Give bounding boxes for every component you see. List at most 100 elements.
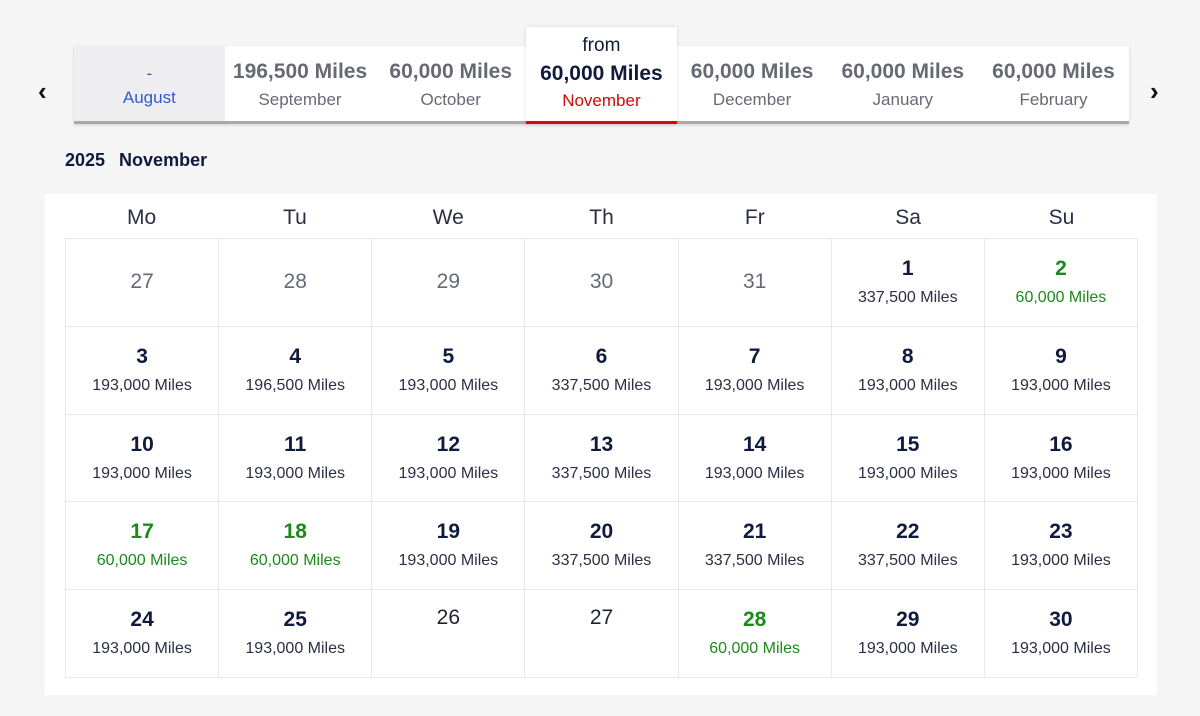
calendar-day[interactable]: 14 193,000 Miles xyxy=(678,414,832,503)
calendar-week: 27 28 29 30 31 1 337,500 Miles 2 60,000 Miles xyxy=(66,239,1138,327)
calendar-day[interactable]: 12 193,000 Miles xyxy=(372,414,526,503)
weekday-label: Fr xyxy=(744,206,765,229)
calendar-day[interactable]: 29 193,000 Miles xyxy=(831,590,985,678)
calendar-day[interactable]: 16 193,000 Miles xyxy=(984,414,1138,503)
day-price: 193,000 Miles xyxy=(704,376,805,394)
day-number: 29 xyxy=(436,270,461,293)
weekday-label: Th xyxy=(589,206,614,229)
month-price: 60,000 Miles xyxy=(992,60,1115,83)
day-number: 30 xyxy=(1049,608,1073,632)
calendar-day[interactable]: 30 xyxy=(525,239,679,327)
calendar-day[interactable]: 30 193,000 Miles xyxy=(984,590,1138,678)
day-number: 19 xyxy=(436,520,461,544)
day-number: 9 xyxy=(1055,344,1067,368)
calendar-day[interactable]: 8 193,000 Miles xyxy=(831,326,985,415)
day-number: 13 xyxy=(589,432,614,456)
calendar-day[interactable]: 1 337,500 Miles xyxy=(831,239,985,327)
calendar-day[interactable]: 3 193,000 Miles xyxy=(66,326,220,415)
prev-month-button[interactable]: ‹ xyxy=(38,78,47,104)
month-name: December xyxy=(712,90,792,109)
calendar-day[interactable]: 19 193,000 Miles xyxy=(372,502,526,591)
calendar-day[interactable]: 22 337,500 Miles xyxy=(831,502,985,591)
calendar-day[interactable]: 21 337,500 Miles xyxy=(678,502,832,591)
day-price: 193,000 Miles xyxy=(398,552,499,570)
calendar-week: 24 193,000 Miles 25 193,000 Miles 26 27 28 60,0… xyxy=(66,590,1138,678)
day-price: 193,000 Miles xyxy=(1011,376,1111,394)
calendar-day[interactable]: 29 xyxy=(372,239,526,327)
day-price: 196,500 Miles xyxy=(245,376,346,394)
weekday-header: Mo Tu We Th Fr Sa Su xyxy=(65,206,1138,230)
month-price: - xyxy=(146,64,153,83)
chevron-right-icon: › xyxy=(1150,76,1159,106)
day-number: 30 xyxy=(589,270,614,293)
day-number: 12 xyxy=(436,432,461,456)
day-price: 60,000 Miles xyxy=(1015,289,1107,306)
day-price: 193,000 Miles xyxy=(92,464,192,482)
calendar-week: 3 193,000 Miles 4 196,500 Miles 5 193,000 Mil… xyxy=(66,326,1138,415)
calendar-day[interactable]: 26 xyxy=(372,590,526,678)
calendar-day[interactable]: 28 xyxy=(219,239,373,327)
calendar-day[interactable]: 18 60,000 Miles xyxy=(219,502,373,591)
month-tab-august[interactable]: - August xyxy=(74,46,225,121)
day-number: 28 xyxy=(742,608,767,632)
month-tab-september[interactable]: 196,500 Miles September xyxy=(225,46,376,121)
year-label: 2025 xyxy=(65,150,106,170)
month-tab-october[interactable]: 60,000 Miles October xyxy=(375,46,526,121)
day-number: 16 xyxy=(1049,432,1073,456)
calendar-week: 10 193,000 Miles 11 193,000 Miles 12 193,000 … xyxy=(66,414,1138,503)
day-number: 1 xyxy=(901,257,914,280)
calendar-panel: Mo Tu We Th Fr Sa Su 27 28 29 30 31 1 337,500 Miles 2… xyxy=(45,194,1157,695)
day-number: 8 xyxy=(901,344,914,368)
calendar-day[interactable]: 27 xyxy=(525,590,679,678)
day-price: 337,500 Miles xyxy=(551,552,652,570)
calendar-day[interactable]: 5 193,000 Miles xyxy=(372,326,526,415)
weekday-label: Mo xyxy=(127,206,157,229)
month-name: February xyxy=(1019,90,1088,109)
month-tab-february[interactable]: 60,000 Miles February xyxy=(978,46,1129,121)
day-number: 24 xyxy=(130,608,154,632)
day-number: 15 xyxy=(896,432,920,456)
day-number: 5 xyxy=(442,344,455,368)
calendar-day[interactable]: 28 60,000 Miles xyxy=(678,590,832,678)
calendar-day[interactable]: 23 193,000 Miles xyxy=(984,502,1138,591)
calendar-day[interactable]: 10 193,000 Miles xyxy=(66,414,220,503)
calendar-day[interactable]: 2 60,000 Miles xyxy=(984,239,1138,327)
day-price: 193,000 Miles xyxy=(245,464,346,482)
calendar-day[interactable]: 11 193,000 Miles xyxy=(219,414,373,503)
calendar-day[interactable]: 31 xyxy=(678,239,832,327)
month-tab-december[interactable]: 60,000 Miles December xyxy=(677,46,828,121)
day-price: 337,500 Miles xyxy=(551,464,652,482)
month-price: 60,000 Miles xyxy=(389,60,513,83)
day-price: 60,000 Miles xyxy=(249,552,341,570)
calendar-day[interactable]: 27 xyxy=(66,239,220,327)
calendar-day[interactable]: 6 337,500 Miles xyxy=(525,326,679,415)
day-number: 3 xyxy=(136,344,148,368)
day-number: 14 xyxy=(742,432,767,456)
calendar-day[interactable]: 25 193,000 Miles xyxy=(219,590,373,678)
day-price: 193,000 Miles xyxy=(398,464,499,482)
calendar-day[interactable]: 24 193,000 Miles xyxy=(66,590,220,678)
month-price: 60,000 Miles xyxy=(690,60,814,83)
day-price: 193,000 Miles xyxy=(245,640,346,658)
day-price: 193,000 Miles xyxy=(857,640,958,658)
month-name: October xyxy=(420,90,481,109)
calendar-day[interactable]: 9 193,000 Miles xyxy=(984,326,1138,415)
day-price: 337,500 Miles xyxy=(857,552,958,570)
month-name: January xyxy=(872,90,934,109)
calendar-day[interactable]: 13 337,500 Miles xyxy=(525,414,679,503)
month-price: 60,000 Miles xyxy=(540,62,663,85)
calendar-day[interactable]: 17 60,000 Miles xyxy=(66,502,220,591)
calendar-day[interactable]: 7 193,000 Miles xyxy=(678,326,832,415)
day-price: 193,000 Miles xyxy=(398,376,499,394)
month-tab-january[interactable]: 60,000 Miles January xyxy=(827,46,978,121)
day-price: 337,500 Miles xyxy=(857,289,958,306)
calendar-day[interactable]: 15 193,000 Miles xyxy=(831,414,985,503)
calendar-day[interactable]: 20 337,500 Miles xyxy=(525,502,679,591)
day-price: 60,000 Miles xyxy=(709,640,800,658)
month-tab-november[interactable]: from 60,000 Miles November xyxy=(526,27,677,124)
month-price: 60,000 Miles xyxy=(841,60,965,83)
next-month-button[interactable]: › xyxy=(1150,78,1159,104)
day-number: 22 xyxy=(896,520,920,544)
day-number: 28 xyxy=(283,270,307,293)
calendar-day[interactable]: 4 196,500 Miles xyxy=(219,326,373,415)
